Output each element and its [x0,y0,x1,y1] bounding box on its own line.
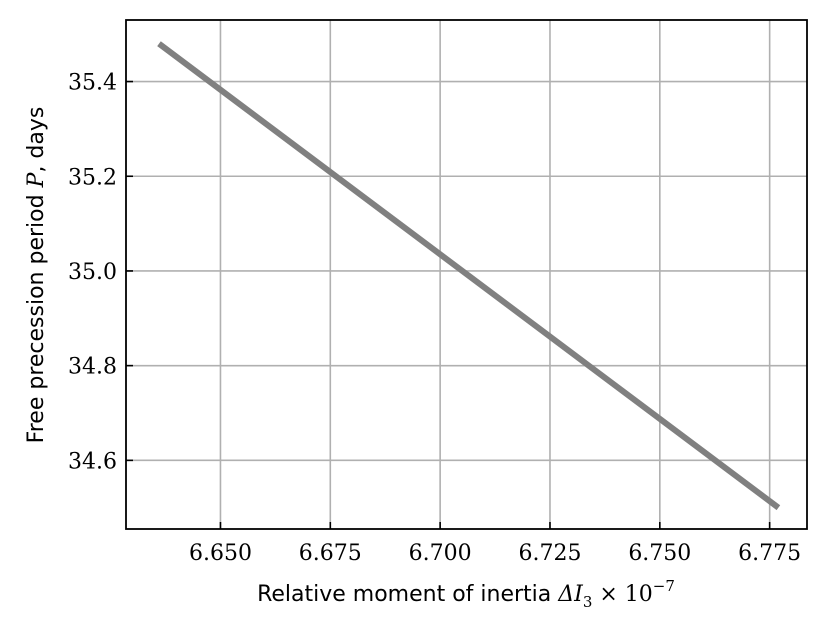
x-tick-label: 6.750 [628,541,691,566]
series-layer [157,41,781,511]
ticks [126,80,771,529]
y-tick-label: 34.8 [68,355,117,380]
y-axis-title-symbol: P [24,171,49,188]
series-line [157,41,781,511]
x-tick-label: 6.725 [518,541,581,566]
y-tick-label: 35.4 [68,71,117,96]
y-tick-label: 34.6 [68,449,117,474]
x-tick-label: 6.675 [299,541,362,566]
x-axis-title-symbol: ΔI [557,582,584,607]
x-tick-label: 6.700 [409,541,472,566]
x-axis-title-text: Relative moment of inertia [257,582,558,607]
y-axis-title: Free precession period P, days [24,107,49,444]
x-tick-label: 6.650 [189,541,252,566]
x-axis-title-times: × 10 [592,582,652,607]
y-axis-title-suffix: , days [24,107,49,173]
x-tick-label: 6.775 [738,541,801,566]
y-tick-label: 35.0 [68,260,117,285]
x-axis-title-subscript: 3 [583,593,593,611]
y-tick-label: 35.2 [68,165,117,190]
x-axis-title: Relative moment of inertia ΔI3 × 10−7 [257,577,675,611]
plot-frame [125,19,808,530]
tick-labels: 6.650 6.675 6.700 6.725 6.750 6.775 34.6 34.8 35… [68,71,801,566]
y-axis-title-text: Free precession period [24,187,49,443]
x-axis-title-exponent: −7 [653,577,675,595]
